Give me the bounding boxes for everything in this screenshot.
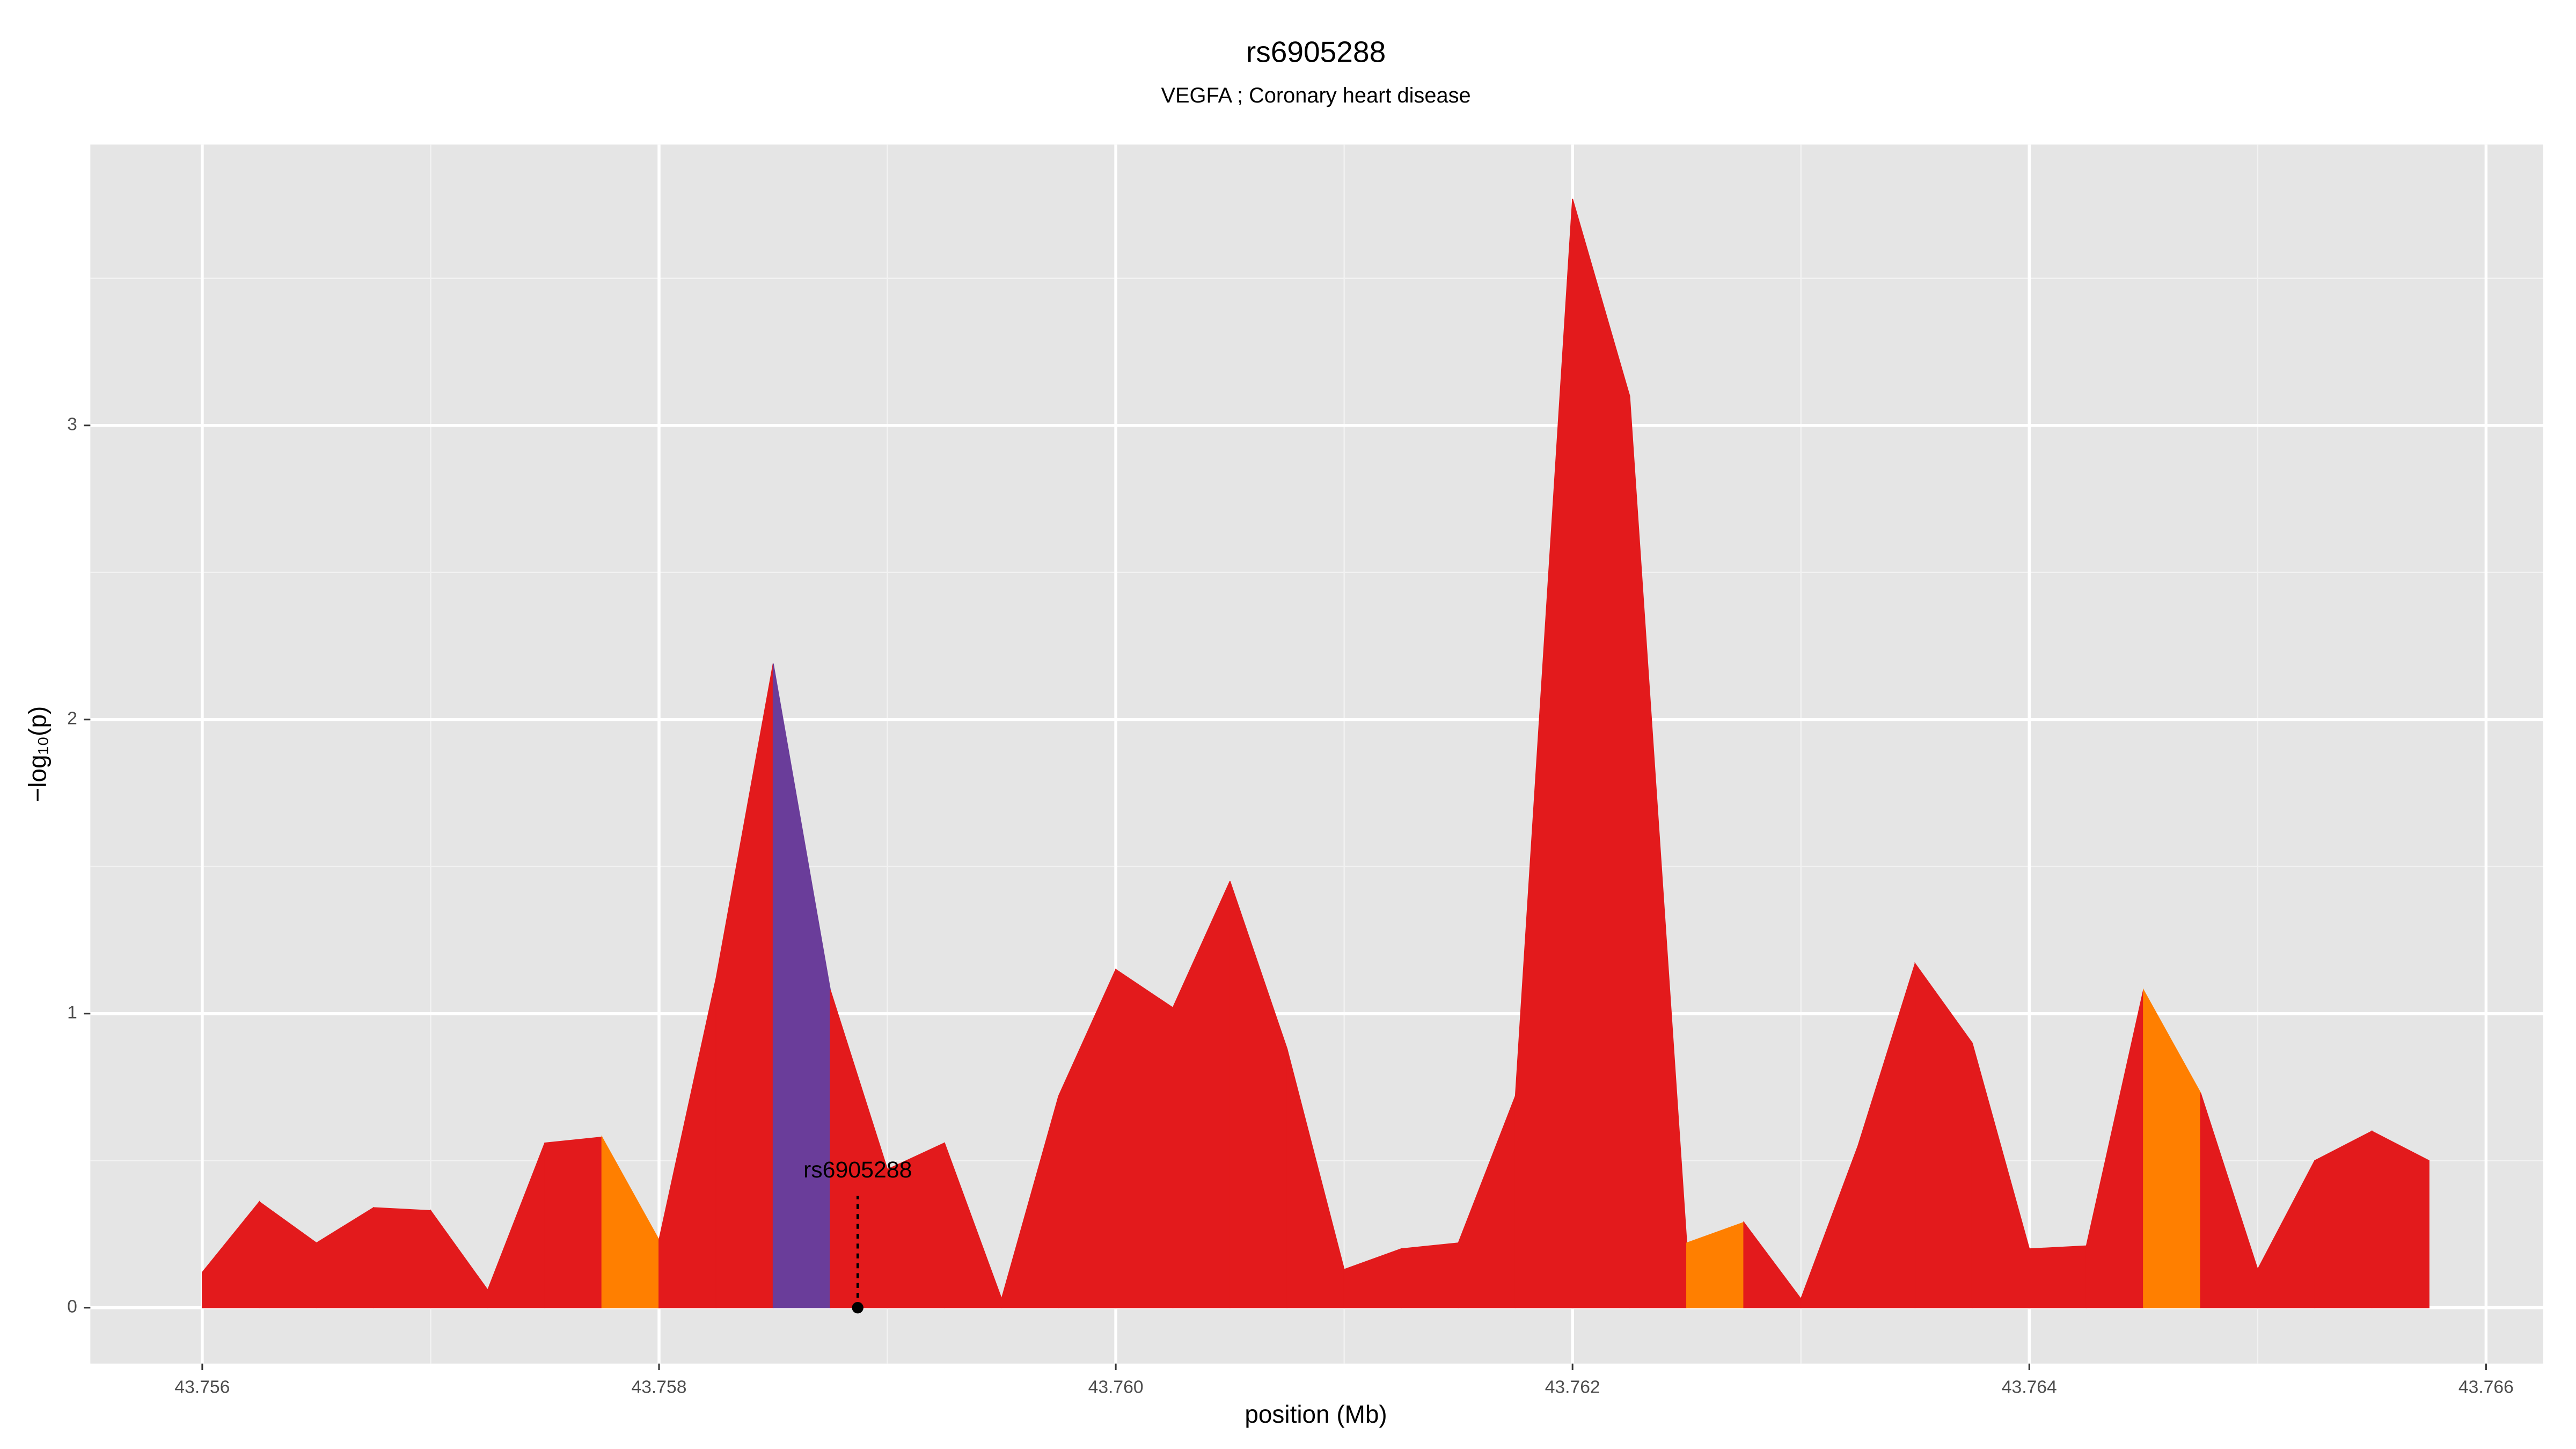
y-tick-label: 2 [67, 709, 77, 729]
x-tick-label: 43.758 [632, 1378, 687, 1397]
annotation-point [852, 1301, 863, 1314]
area-segment [1115, 968, 1174, 1308]
area-segment [544, 1136, 603, 1308]
x-tick-label: 43.756 [174, 1378, 230, 1397]
y-tick-label: 1 [67, 1003, 77, 1023]
y-tick-label: 3 [67, 415, 77, 435]
x-tick-label: 43.764 [2002, 1378, 2057, 1397]
area-segment [1401, 1242, 1459, 1308]
x-tick-label: 43.760 [1088, 1378, 1144, 1397]
chart-title: rs6905288 [1246, 35, 1386, 69]
y-axis-label: −log₁₀(p) [24, 706, 52, 802]
chart-subtitle: VEGFA ; Coronary heart disease [1161, 84, 1470, 107]
x-tick-label: 43.762 [1545, 1378, 1600, 1397]
area-segment [373, 1207, 431, 1308]
area-segment [2029, 1245, 2087, 1308]
annotation-label: rs6905288 [803, 1157, 912, 1183]
x-axis-label: position (Mb) [1245, 1400, 1387, 1428]
y-tick-label: 0 [67, 1297, 77, 1317]
area-segment [2314, 1130, 2373, 1308]
x-tick-label: 43.766 [2458, 1378, 2514, 1397]
area-segment [1572, 199, 1630, 1308]
area-segment [2371, 1130, 2429, 1308]
